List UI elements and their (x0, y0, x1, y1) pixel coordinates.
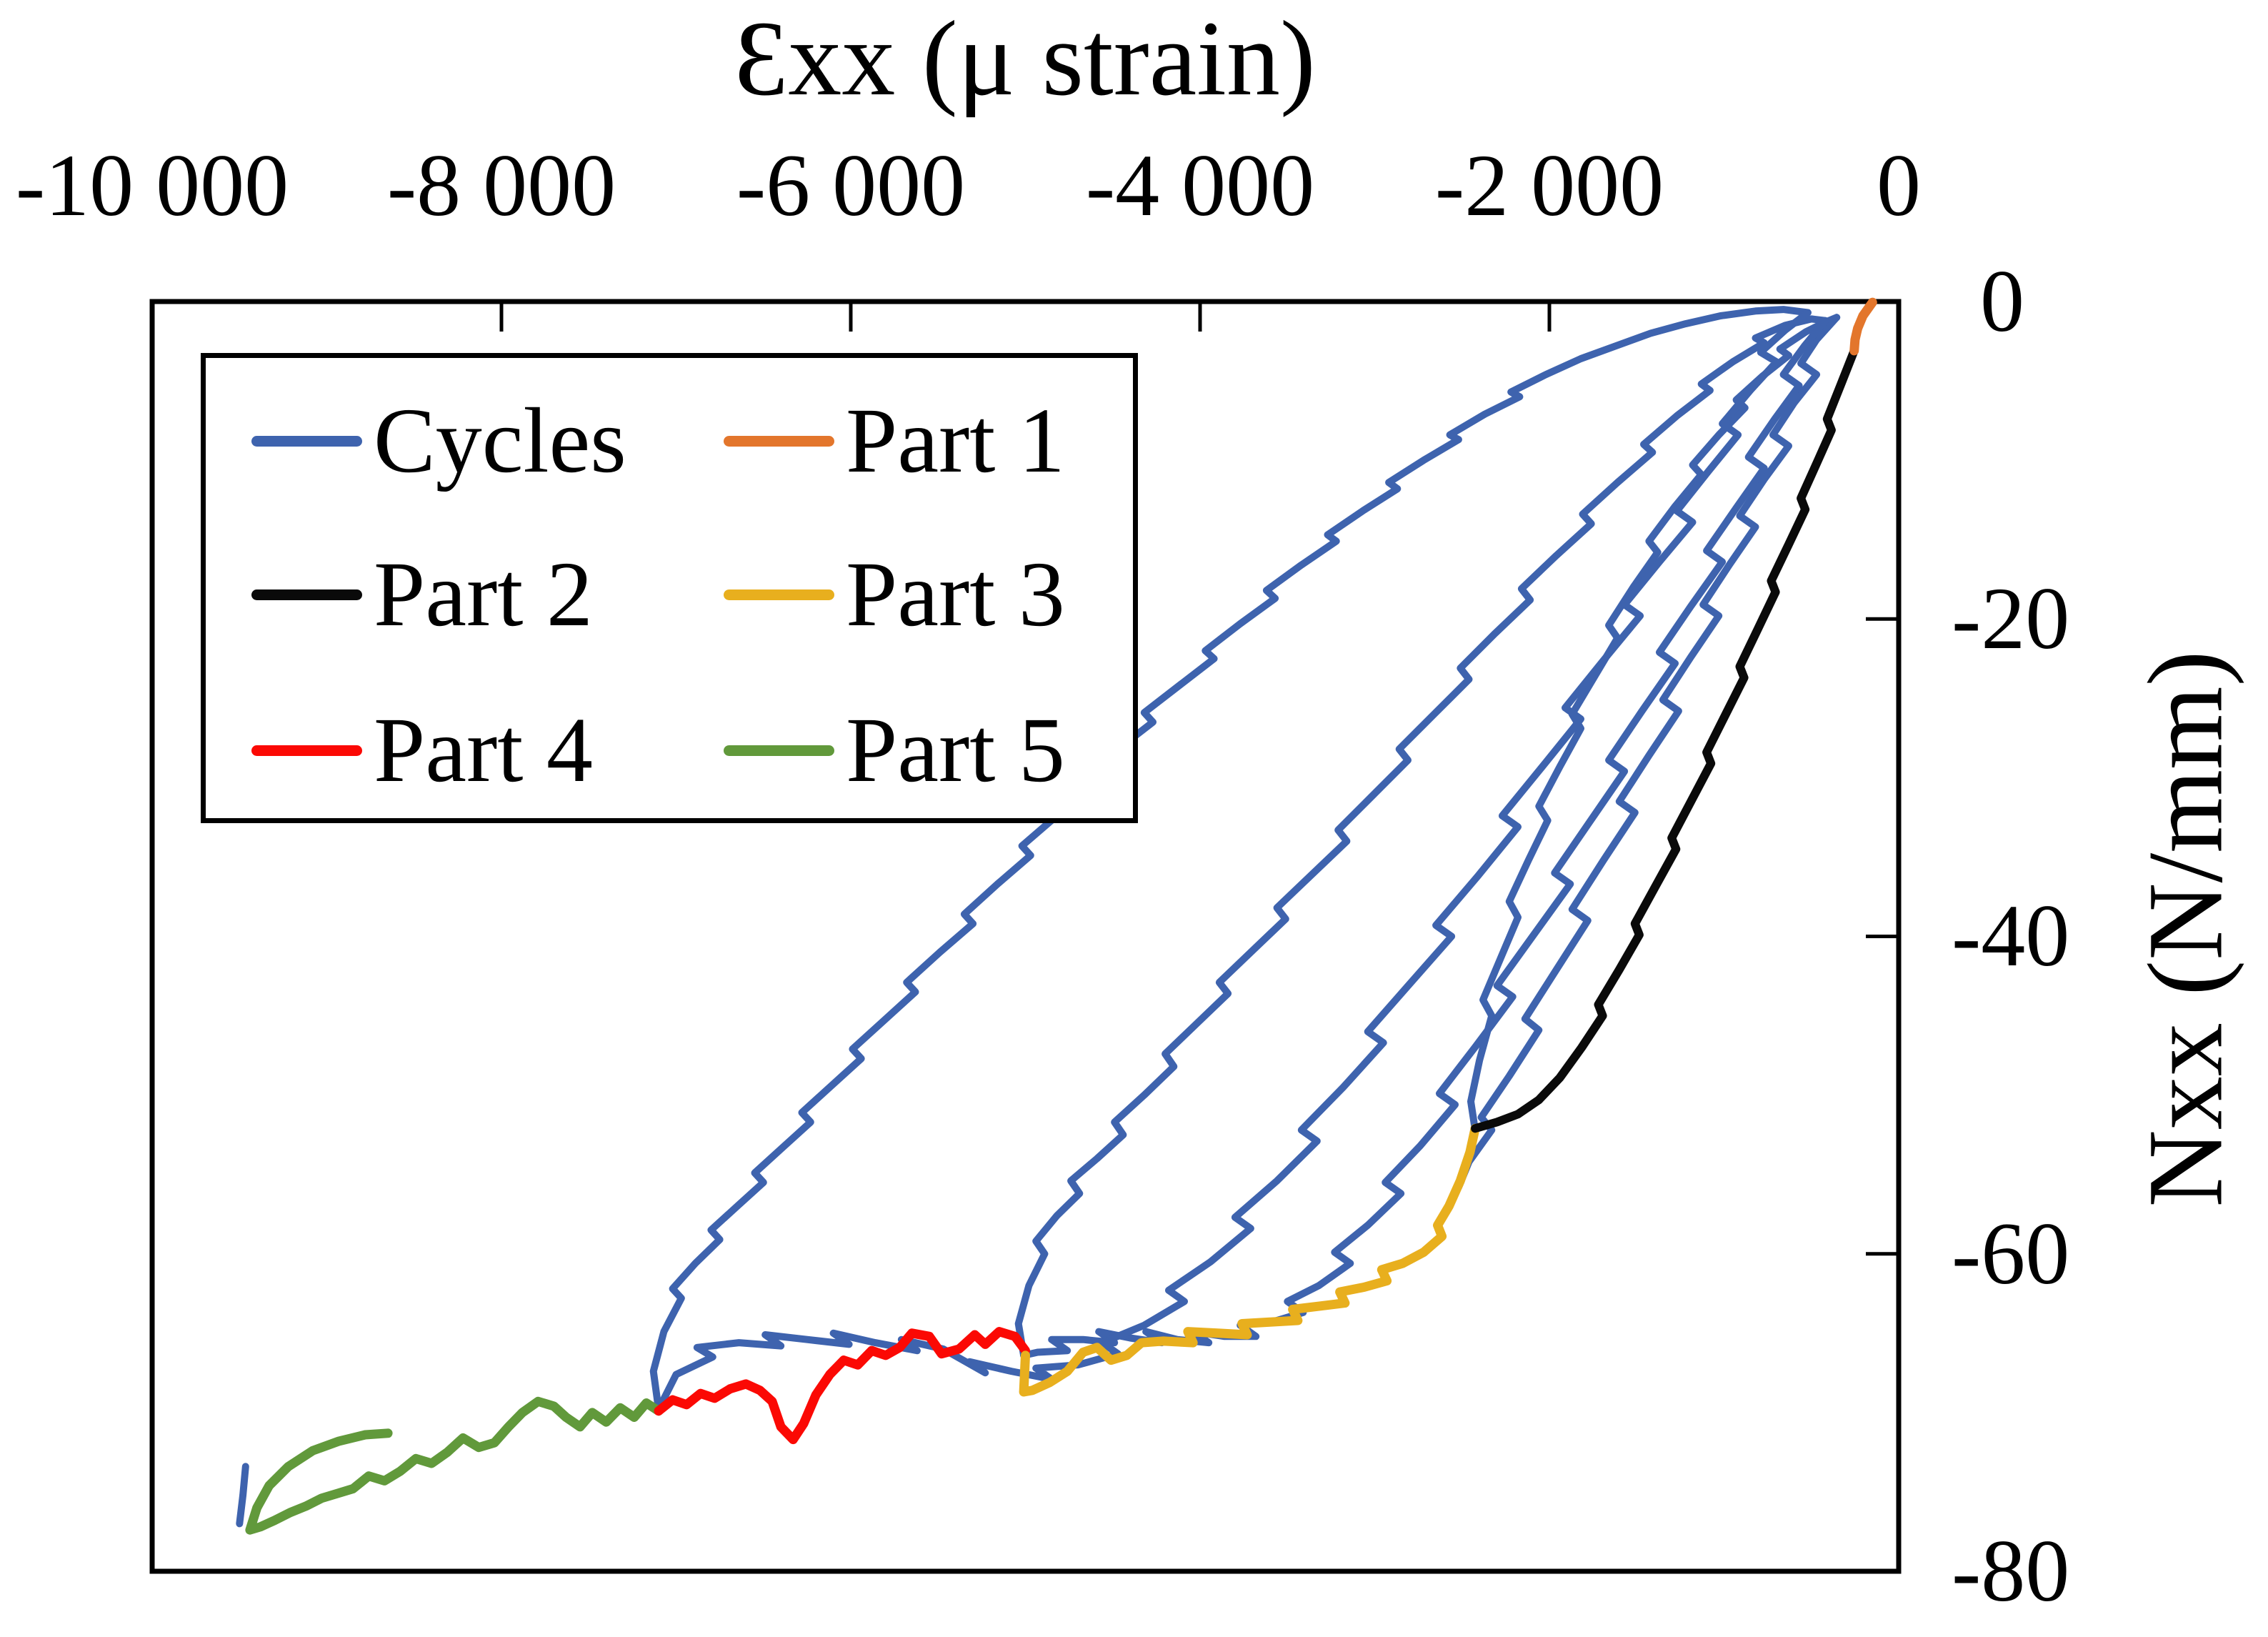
x-tick-label: -6 000 (736, 136, 966, 234)
x-tick-label: -10 000 (15, 136, 289, 234)
legend-item-part5: Part 5 (724, 697, 1065, 804)
legend-item-part1: Part 1 (724, 387, 1065, 494)
y-tick-label: -20 (1952, 569, 2070, 667)
legend-label: Part 1 (846, 389, 1065, 492)
x-tick-label: 0 (1877, 136, 1921, 234)
x-tick-label: -4 000 (1085, 136, 1315, 234)
series-part-5 (245, 1396, 664, 1535)
x-tick-label: -8 000 (386, 136, 616, 234)
series-cycles-reload-1 (1454, 314, 1841, 1191)
legend-item-part2: Part 2 (251, 541, 593, 648)
series-cycles-unload-2 (1014, 315, 1829, 1359)
y-tick-label: -60 (1952, 1204, 2070, 1303)
legend-label: Part 3 (846, 543, 1065, 646)
legend-swatch-part1 (724, 435, 834, 447)
legend-item-part3: Part 3 (724, 541, 1065, 648)
series-part-4 (654, 1327, 1030, 1445)
legend-label: Part 2 (374, 543, 593, 646)
series-part-3 (1019, 1123, 1480, 1397)
series-cycles-final-unload-stub (236, 1463, 249, 1528)
legend-label: Cycles (374, 389, 626, 492)
y-tick-label: -80 (1952, 1521, 2070, 1620)
legend-swatch-part3 (724, 589, 834, 600)
y-axis-title: Nxx (N/mm) (2126, 650, 2245, 1208)
series-cycles-reload-3 (655, 309, 1812, 1413)
legend-item-cycles: Cycles (251, 387, 626, 494)
legend-swatch-cycles (251, 435, 362, 447)
legend-box: Cycles Part 1 Part 2 Part 3 Part 4 Part … (201, 353, 1138, 823)
series-part-1 (1849, 297, 1877, 356)
legend-swatch-part4 (251, 745, 362, 756)
x-axis-title: Ɛxx (μ strain) (734, 0, 1316, 118)
y-tick-label: -40 (1952, 886, 2070, 985)
legend-label: Part 5 (846, 699, 1065, 802)
series-part-2 (1471, 346, 1859, 1133)
legend-label: Part 4 (374, 699, 593, 802)
legend-item-part4: Part 4 (251, 697, 593, 804)
legend-swatch-part5 (724, 745, 834, 756)
y-tick-label: 0 (1980, 252, 2024, 350)
axis-ticks (499, 302, 1899, 1256)
legend-swatch-part2 (251, 589, 362, 600)
x-tick-label: -2 000 (1434, 136, 1664, 234)
